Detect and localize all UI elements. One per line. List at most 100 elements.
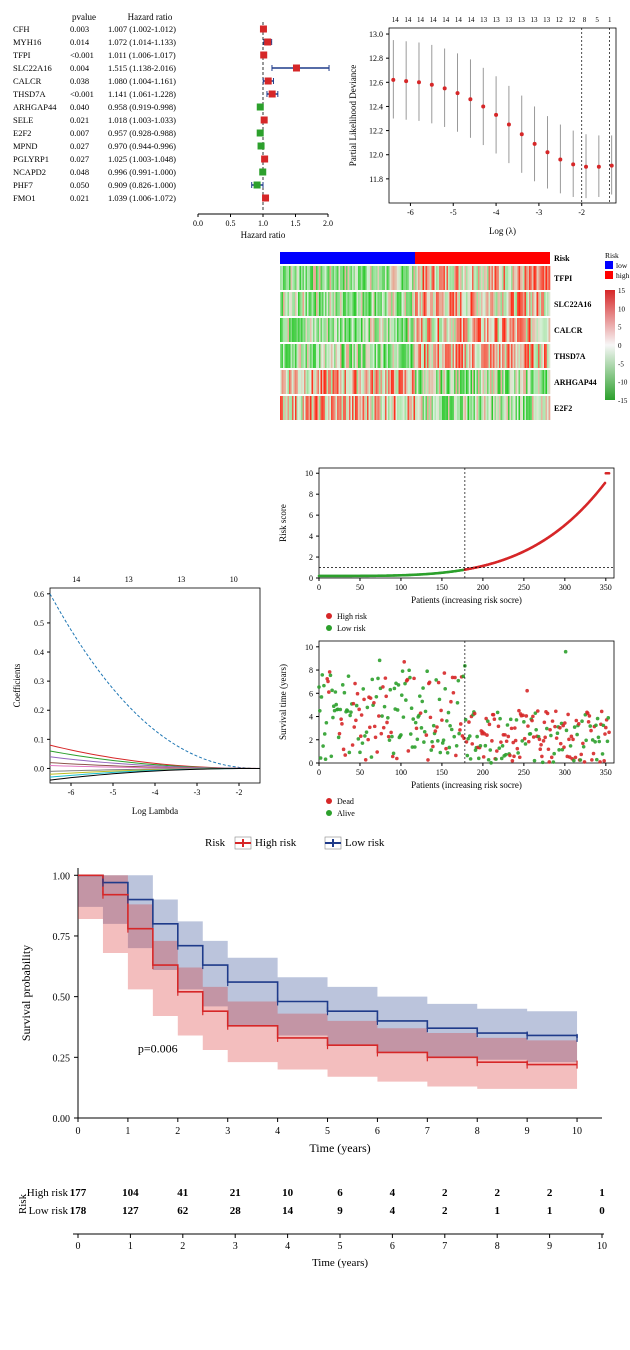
svg-text:Low risk: Low risk: [345, 837, 385, 849]
svg-text:0: 0: [599, 1205, 605, 1217]
svg-text:8: 8: [495, 1241, 500, 1252]
svg-text:-2: -2: [578, 208, 585, 217]
svg-text:8: 8: [475, 1126, 480, 1137]
svg-text:14: 14: [282, 1205, 294, 1217]
svg-text:Log Lambda: Log Lambda: [132, 806, 178, 816]
svg-text:10: 10: [572, 1126, 582, 1137]
svg-text:0.909 (0.826-1.000): 0.909 (0.826-1.000): [108, 180, 176, 190]
svg-text:1.515 (1.138-2.016): 1.515 (1.138-2.016): [108, 63, 176, 73]
svg-text:-5: -5: [450, 208, 457, 217]
svg-text:5: 5: [325, 1126, 330, 1137]
svg-text:12.0: 12.0: [369, 151, 383, 160]
svg-text:THSD7A: THSD7A: [554, 352, 586, 361]
heatmap: RiskTFPISLC22A16CALCRTHSD7AARHGAP44E2F2R…: [278, 248, 630, 448]
row-4: RiskHigh riskLow risk0123456789100.000.2…: [8, 828, 630, 1158]
svg-text:13: 13: [480, 16, 488, 24]
svg-text:6: 6: [309, 689, 313, 698]
svg-text:0.038: 0.038: [70, 76, 89, 86]
svg-text:NCAPD2: NCAPD2: [13, 167, 46, 177]
svg-text:1.025 (1.003-1.048): 1.025 (1.003-1.048): [108, 154, 176, 164]
svg-text:13.0: 13.0: [369, 30, 383, 39]
svg-text:50: 50: [356, 768, 364, 777]
svg-text:ARHGAP44: ARHGAP44: [13, 102, 57, 112]
svg-text:0.021: 0.021: [70, 193, 89, 203]
svg-text:E2F2: E2F2: [554, 404, 572, 413]
svg-text:1: 1: [599, 1187, 605, 1199]
risk-table: High risk177104412110642221Low risk17812…: [8, 1168, 622, 1268]
svg-text:Low risk: Low risk: [29, 1205, 69, 1217]
svg-text:Low risk: Low risk: [337, 624, 366, 633]
svg-text:0.958 (0.919-0.998): 0.958 (0.919-0.998): [108, 102, 176, 112]
svg-text:7: 7: [442, 1241, 447, 1252]
svg-text:0: 0: [76, 1241, 81, 1252]
svg-text:8: 8: [583, 16, 587, 24]
svg-text:14: 14: [455, 16, 463, 24]
svg-text:10: 10: [282, 1187, 294, 1199]
svg-text:0.021: 0.021: [70, 115, 89, 125]
svg-text:low: low: [616, 261, 628, 270]
svg-text:10: 10: [305, 469, 313, 478]
svg-text:-15: -15: [618, 397, 628, 405]
svg-text:1.080 (1.004-1.161): 1.080 (1.004-1.161): [108, 76, 176, 86]
svg-text:14: 14: [404, 16, 412, 24]
svg-text:-4: -4: [152, 788, 159, 797]
svg-text:13: 13: [543, 16, 551, 24]
svg-text:0: 0: [309, 759, 313, 768]
svg-text:100: 100: [395, 768, 407, 777]
svg-text:12.6: 12.6: [369, 78, 383, 87]
svg-text:4: 4: [390, 1205, 396, 1217]
svg-text:15: 15: [618, 287, 626, 295]
svg-text:Patients (increasing risk socr: Patients (increasing risk socre): [411, 595, 522, 605]
svg-text:0.4: 0.4: [34, 648, 44, 657]
svg-text:4: 4: [309, 713, 313, 722]
svg-text:0.2: 0.2: [34, 706, 44, 715]
svg-text:SLC22A16: SLC22A16: [13, 63, 52, 73]
svg-text:6: 6: [337, 1187, 343, 1199]
svg-text:-2: -2: [236, 788, 243, 797]
svg-text:0.0: 0.0: [34, 764, 44, 773]
svg-text:6: 6: [375, 1126, 380, 1137]
svg-text:<0.001: <0.001: [70, 89, 94, 99]
svg-text:Risk: Risk: [605, 251, 619, 260]
svg-text:0.007: 0.007: [70, 128, 89, 138]
svg-text:0: 0: [618, 342, 622, 350]
svg-text:2: 2: [309, 553, 313, 562]
svg-text:0.014: 0.014: [70, 37, 90, 47]
svg-text:7: 7: [425, 1126, 430, 1137]
svg-text:2: 2: [442, 1187, 448, 1199]
svg-text:13: 13: [518, 16, 526, 24]
svg-text:high: high: [616, 271, 630, 280]
svg-text:-5: -5: [618, 360, 624, 368]
svg-text:1: 1: [494, 1205, 500, 1217]
svg-text:0.040: 0.040: [70, 102, 89, 112]
svg-text:CALCR: CALCR: [554, 326, 583, 335]
svg-text:-3: -3: [194, 788, 201, 797]
svg-text:0.1: 0.1: [34, 735, 44, 744]
svg-text:13: 13: [177, 575, 185, 584]
svg-text:350: 350: [600, 583, 612, 592]
svg-text:127: 127: [122, 1205, 139, 1217]
svg-text:0: 0: [309, 574, 313, 583]
svg-text:1.007 (1.002-1.012): 1.007 (1.002-1.012): [108, 24, 176, 34]
svg-text:-3: -3: [536, 208, 543, 217]
svg-text:Dead: Dead: [337, 797, 354, 806]
svg-text:5: 5: [595, 16, 599, 24]
svg-text:1.5: 1.5: [291, 219, 301, 228]
svg-text:-6: -6: [407, 208, 414, 217]
svg-text:<0.001: <0.001: [70, 50, 94, 60]
svg-text:Hazard ratio: Hazard ratio: [241, 230, 286, 238]
risk-score-plot: 0501001502002503003500246810Risk scorePa…: [274, 458, 624, 633]
svg-text:0.050: 0.050: [70, 180, 89, 190]
svg-text:150: 150: [436, 768, 448, 777]
svg-text:0.970 (0.944-0.996): 0.970 (0.944-0.996): [108, 141, 176, 151]
svg-text:3: 3: [225, 1126, 230, 1137]
svg-text:6: 6: [309, 511, 313, 520]
svg-text:0.50: 0.50: [53, 993, 71, 1004]
svg-text:0: 0: [76, 1126, 81, 1137]
svg-text:1.0: 1.0: [258, 219, 268, 228]
svg-text:-4: -4: [493, 208, 500, 217]
svg-text:High risk: High risk: [255, 837, 297, 849]
svg-text:Alive: Alive: [337, 809, 355, 818]
svg-text:14: 14: [442, 16, 450, 24]
forest-plot: pvalueHazard ratioCFH0.0031.007 (1.002-1…: [8, 8, 338, 238]
